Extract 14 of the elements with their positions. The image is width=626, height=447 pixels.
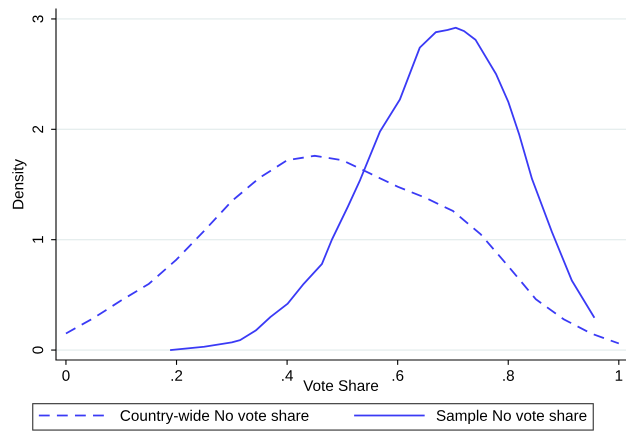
legend-label: Sample No vote share <box>436 410 586 424</box>
x-tick-label: .8 <box>503 370 514 381</box>
y-tick-label: 0 <box>32 346 44 354</box>
y-tick-label: 3 <box>32 15 44 23</box>
y-tick-label: 1 <box>32 236 44 243</box>
x-tick-label: 1 <box>616 370 622 381</box>
x-tick-label: .2 <box>172 370 182 381</box>
x-axis-title: Vote Share <box>303 380 378 392</box>
x-tick-label: .4 <box>282 370 294 381</box>
y-axis-title: Density <box>12 159 26 209</box>
y-tick-label: 2 <box>32 126 44 133</box>
x-tick-label: 0 <box>62 370 70 381</box>
x-tick-label: .6 <box>392 370 404 381</box>
legend-label: Country-wide No vote share <box>120 410 309 424</box>
